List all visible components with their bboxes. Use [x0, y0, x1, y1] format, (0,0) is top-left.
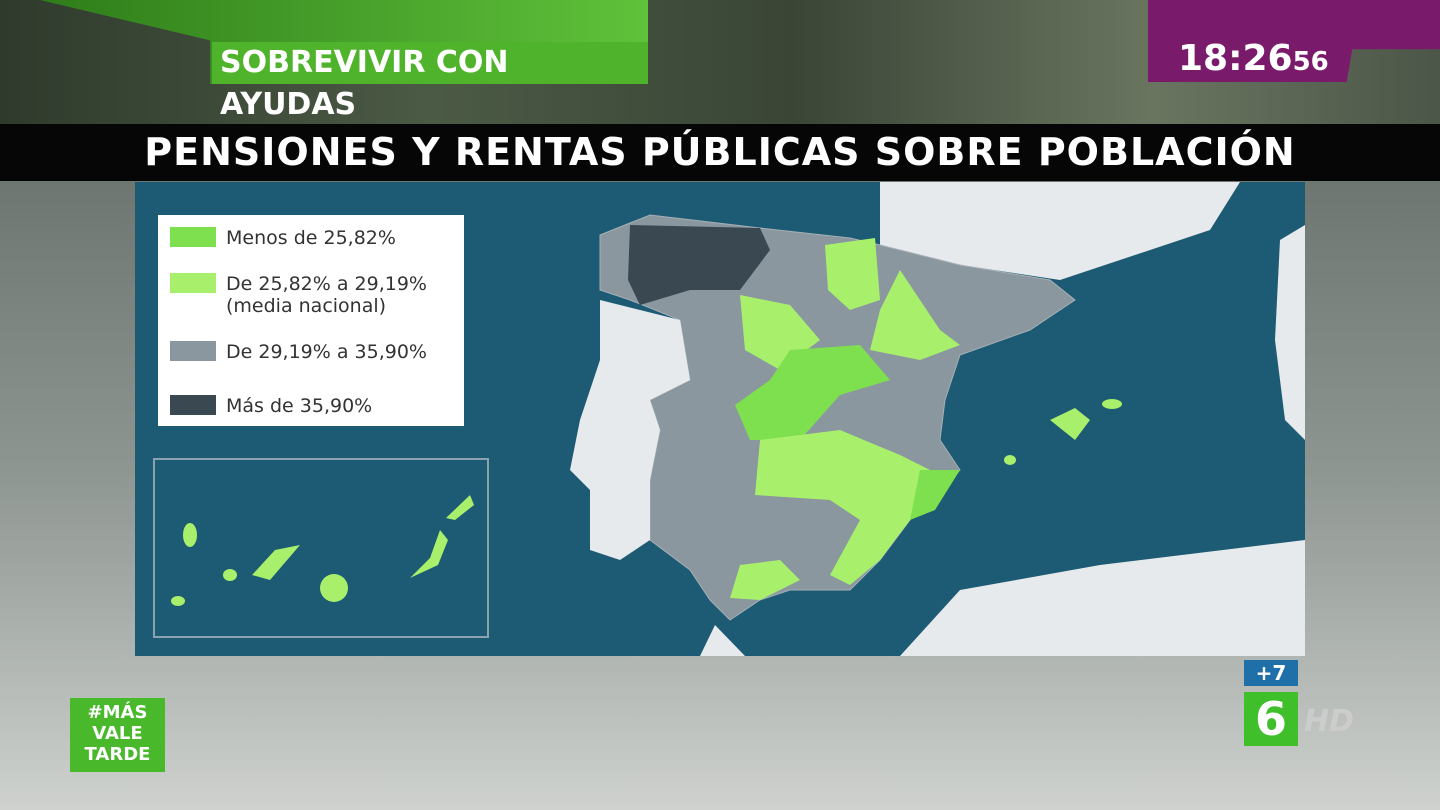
- title: PENSIONES Y RENTAS PÚBLICAS SOBRE POBLAC…: [0, 124, 1440, 181]
- logo-line: #MÁS: [87, 702, 148, 723]
- hd-badge: HD: [1304, 704, 1355, 739]
- legend-item: Más de 35,90%: [170, 395, 372, 417]
- region-green: [755, 430, 930, 585]
- clock: 18:2656: [1178, 38, 1329, 79]
- show-logo: #MÁS VALE TARDE: [70, 698, 165, 772]
- legend-item: De 25,82% a 29,19% (media nacional): [170, 273, 427, 317]
- island: [446, 495, 474, 520]
- legend-label: Más de 35,90%: [226, 395, 373, 417]
- legend-label: De 25,82% a 29,19%: [226, 273, 427, 295]
- island: [183, 523, 197, 547]
- africa: [900, 540, 1305, 656]
- legend-label: Menos de 25,82%: [226, 227, 396, 249]
- legend-label-group: De 25,82% a 29,19% (media nacional): [226, 273, 427, 317]
- island: [410, 530, 448, 578]
- region-dark: [628, 225, 770, 305]
- island: [252, 545, 300, 580]
- logo-line: TARDE: [84, 744, 151, 765]
- france: [880, 182, 1240, 280]
- program-tag: SOBREVIVIR CON AYUDAS: [212, 42, 648, 122]
- channel-logo: 6: [1244, 692, 1298, 746]
- africa: [700, 625, 745, 656]
- island: [223, 569, 237, 581]
- italy: [1275, 225, 1305, 440]
- region-green: [825, 238, 880, 310]
- legend: Menos de 25,82% De 25,82% a 29,19% (media…: [158, 215, 464, 426]
- legend-label: De 29,19% a 35,90%: [226, 341, 427, 363]
- legend-swatch: [170, 227, 216, 247]
- region-green: [870, 270, 960, 360]
- region-green: [735, 345, 890, 440]
- island: [320, 574, 348, 602]
- balearic: [1050, 408, 1090, 440]
- portugal: [570, 300, 690, 560]
- legend-swatch: [170, 341, 216, 361]
- balearic: [1004, 455, 1016, 465]
- legend-item: De 29,19% a 35,90%: [170, 341, 427, 363]
- canary-inset: [153, 458, 489, 638]
- clock-s: 56: [1292, 47, 1329, 77]
- legend-swatch: [170, 395, 216, 415]
- legend-item: Menos de 25,82%: [170, 227, 396, 249]
- legend-swatch: [170, 273, 216, 293]
- island: [171, 596, 185, 606]
- logo-line: VALE: [92, 723, 143, 744]
- region-green: [910, 470, 960, 520]
- clock-hm: 18:26: [1178, 38, 1293, 79]
- legend-note: (media nacional): [226, 295, 387, 317]
- channel-plus: +7: [1244, 660, 1298, 686]
- region-green: [730, 560, 800, 600]
- balearic: [1102, 399, 1122, 409]
